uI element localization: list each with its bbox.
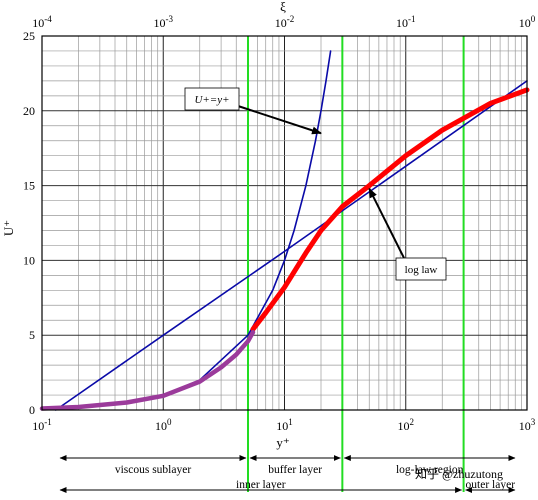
top-tick-label: 100: [519, 14, 536, 30]
annotation-label: log law: [405, 264, 438, 276]
series-profile-near-wall-line: [39, 329, 256, 411]
series-group: [39, 50, 530, 411]
y-tick-label: 10: [23, 253, 35, 267]
x-tick-label: 101: [276, 417, 293, 433]
x-tick-label: 10-1: [32, 417, 52, 433]
region-row2-label: outer layer: [466, 479, 516, 491]
annotation-box: [184, 87, 240, 111]
region-labels: viscous sublayer buffer layer log-law regi…: [59, 455, 516, 493]
annotation-arrow: [368, 187, 405, 259]
region-boundary-lines: [247, 36, 465, 492]
annotation-box: [395, 257, 447, 281]
top-tick-label: 10-3: [154, 14, 174, 30]
series-profile-line: [250, 87, 530, 332]
y-tick-label: 5: [29, 328, 35, 342]
annotations: U+=y+ log law: [184, 87, 447, 281]
y-tick-label: 0: [29, 403, 35, 417]
series-log-law-line: [54, 80, 528, 411]
x-axis-title: y⁺: [276, 435, 289, 450]
top-tick-label: 10-2: [275, 14, 295, 30]
y-tick-label: 25: [23, 29, 35, 43]
grid: [41, 36, 528, 410]
region-row1-label: log-law region: [396, 464, 464, 476]
annotation-arrow: [237, 105, 322, 135]
y-tick-label: 20: [23, 104, 35, 118]
y-tick-label: 15: [23, 179, 35, 193]
region-row1-label: viscous sublayer: [115, 464, 192, 476]
region-row2-label: inner layer: [236, 479, 286, 491]
top-tick-label: 10-4: [32, 14, 52, 30]
watermark: 知乎 @zhuzutong: [415, 467, 503, 481]
x-tick-label: 100: [155, 417, 172, 433]
x-tick-label: 102: [398, 417, 415, 433]
region-row1-label: buffer layer: [268, 464, 322, 476]
top-tick-label: 10-1: [396, 14, 416, 30]
y-axis-title: U⁺: [1, 220, 16, 236]
x-tick-label: 103: [519, 417, 536, 433]
plot-frame: [41, 35, 528, 411]
top-axis-title: ξ: [280, 0, 286, 14]
tick-labels: 10-1 100 101 102 103 10-4 10-3 10-2 10-1 100 0 5 10 1…: [23, 14, 536, 433]
annotation-label: U+=y+: [194, 94, 229, 106]
